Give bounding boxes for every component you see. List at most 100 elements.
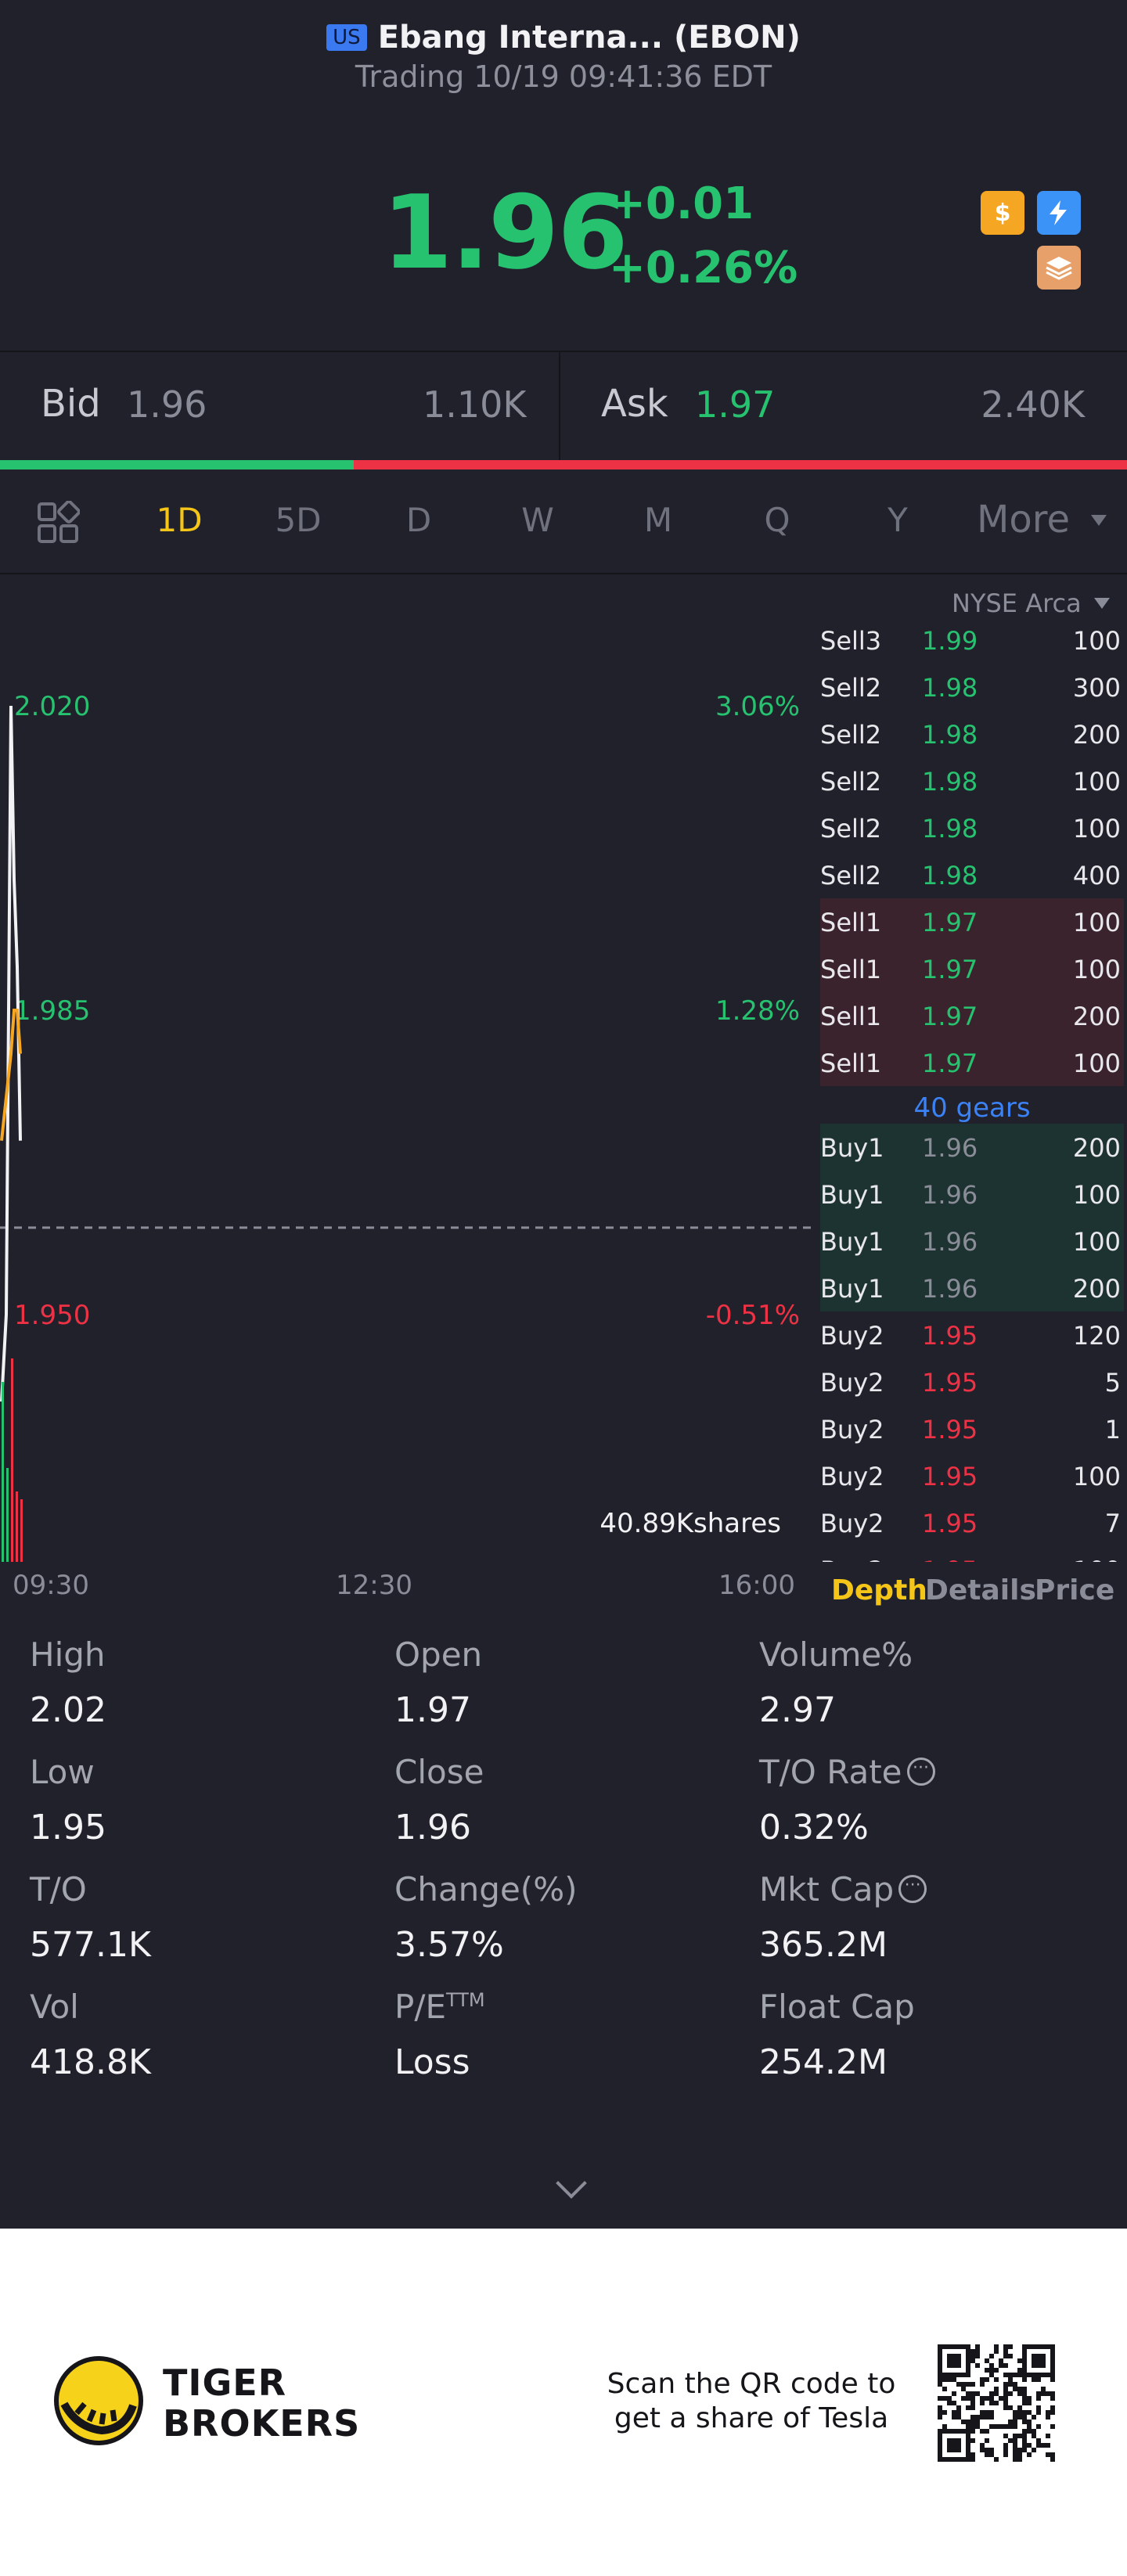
qr-module (1022, 2354, 1027, 2358)
qr-module (1022, 2419, 1027, 2424)
qr-module (956, 2344, 961, 2349)
qr-code[interactable] (938, 2344, 1055, 2462)
stat-label-text: Mkt Cap (759, 1870, 895, 1909)
order-price: 1.95 (922, 1556, 978, 1562)
dollar-icon[interactable]: $ (981, 191, 1024, 235)
qr-module (1013, 2457, 1017, 2462)
qr-module (989, 2410, 994, 2415)
tab-1d[interactable]: 1D (156, 501, 203, 539)
qr-module (1013, 2434, 1017, 2438)
qr-module (1003, 2401, 1008, 2405)
qr-module (1050, 2410, 1055, 2415)
qr-module (956, 2438, 961, 2443)
stack-icon[interactable] (1037, 246, 1081, 290)
qr-module (1008, 2419, 1013, 2424)
qr-module (1036, 2391, 1041, 2396)
order-price: 1.97 (922, 908, 978, 937)
qr-module (956, 2457, 961, 2462)
chevron-down-icon[interactable] (556, 2168, 587, 2199)
qr-module (938, 2382, 942, 2387)
qr-module (1027, 2373, 1032, 2377)
tab-day[interactable]: D (405, 501, 432, 539)
exchange-selector[interactable]: NYSE Arca (952, 588, 1082, 618)
stat-label-text: Vol (30, 1988, 79, 2026)
tab-more[interactable]: More (977, 498, 1070, 541)
qr-module (1022, 2448, 1027, 2452)
stat-value: 2.97 (759, 1690, 836, 1730)
volume-bar (2, 1382, 4, 1562)
qr-module (1032, 2448, 1036, 2452)
stock-title[interactable]: Ebang Interna... (EBON) (377, 20, 801, 56)
qr-module (1017, 2387, 1022, 2391)
gears-toggle[interactable]: 40 gears (913, 1092, 1031, 1124)
x-axis-label: 12:30 (336, 1570, 412, 1601)
qr-module (961, 2373, 966, 2377)
qr-module (947, 2363, 952, 2368)
qr-module (1036, 2438, 1041, 2443)
stat-label-text: Float Cap (759, 1988, 915, 2026)
tab-price[interactable]: Price (1035, 1574, 1115, 1606)
qr-module (952, 2443, 956, 2448)
stat-value: 1.95 (30, 1808, 106, 1847)
qr-module (1003, 2396, 1008, 2401)
buy-order-row: Buy2 1.95 5 (820, 1358, 1124, 1405)
order-level: Buy1 (820, 1180, 884, 1210)
stat-label: Volume% (759, 1635, 913, 1674)
buy-order-row: Buy1 1.96 100 (820, 1171, 1124, 1218)
order-price: 1.95 (922, 1509, 978, 1538)
qr-module (966, 2358, 970, 2363)
flash-icon[interactable] (1037, 191, 1081, 235)
stat-label-text: Open (394, 1635, 483, 1674)
qr-module (947, 2373, 952, 2377)
qr-module (985, 2448, 989, 2452)
grid-layout-icon[interactable] (36, 500, 81, 545)
qr-module (966, 2448, 970, 2452)
qr-module (966, 2438, 970, 2443)
stat-value: Loss (394, 2042, 470, 2082)
order-price: 1.96 (922, 1274, 978, 1304)
qr-module (1013, 2387, 1017, 2391)
tab-quarter[interactable]: Q (764, 501, 790, 539)
more-caret-icon[interactable] (1091, 515, 1107, 526)
stat-value: 1.97 (394, 1690, 471, 1730)
qr-module (1041, 2363, 1046, 2368)
qr-module (1013, 2419, 1017, 2424)
tab-details[interactable]: Details (925, 1574, 1036, 1606)
qr-module (1027, 2410, 1032, 2415)
exchange-caret-icon[interactable] (1094, 598, 1110, 609)
qr-module (1032, 2415, 1036, 2419)
qr-module (989, 2424, 994, 2429)
stat-value: 2.02 (30, 1690, 106, 1730)
qr-module (1008, 2377, 1013, 2382)
qr-module (1041, 2344, 1046, 2349)
tab-week[interactable]: W (521, 501, 554, 539)
qr-module (956, 2354, 961, 2358)
qr-module (1036, 2344, 1041, 2349)
qr-module (956, 2405, 961, 2410)
qr-module (1003, 2387, 1008, 2391)
tab-month[interactable]: M (643, 501, 673, 539)
qr-module (938, 2358, 942, 2363)
stat-label: Low (30, 1753, 95, 1791)
qr-module (1036, 2373, 1041, 2377)
qr-module (1022, 2368, 1027, 2373)
qr-module (1013, 2448, 1017, 2452)
qr-module (1017, 2368, 1022, 2373)
qr-module (938, 2354, 942, 2358)
average-line (0, 1009, 22, 1141)
volume-label: 40.89Kshares (600, 1508, 781, 1539)
tab-5d[interactable]: 5D (275, 501, 322, 539)
more-info-icon[interactable]: ··· (906, 1757, 935, 1786)
intraday-chart[interactable]: 2.020 1.985 1.950 3.06% 1.28% -0.51% 40.89Ksha… (0, 579, 814, 1565)
buy-order-row: Buy1 1.96 200 (820, 1124, 1124, 1171)
order-volume: 100 (1072, 908, 1121, 937)
qr-module (1008, 2354, 1013, 2358)
more-info-icon[interactable]: ··· (898, 1874, 927, 1903)
qr-module (999, 2358, 1003, 2363)
qr-module (952, 2344, 956, 2349)
qr-module (1013, 2438, 1017, 2443)
qr-module (1017, 2452, 1022, 2457)
tab-depth[interactable]: Depth (831, 1574, 927, 1606)
tab-year[interactable]: Y (888, 501, 908, 539)
y-tick-label: 1.985 (14, 995, 90, 1027)
